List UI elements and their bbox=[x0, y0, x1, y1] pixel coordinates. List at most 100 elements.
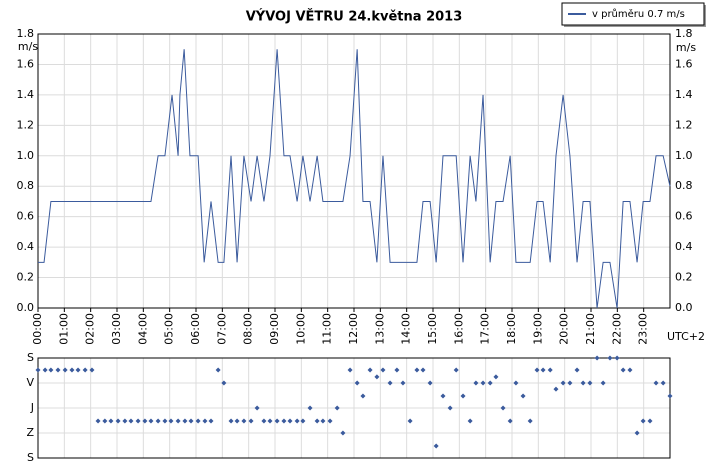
y-tick-label: V bbox=[26, 376, 34, 389]
x-tick-label: 20:00 bbox=[558, 313, 571, 345]
point bbox=[155, 418, 161, 424]
point bbox=[473, 380, 479, 386]
x-tick-label: 10:00 bbox=[294, 313, 307, 345]
point bbox=[534, 367, 540, 373]
point bbox=[300, 418, 306, 424]
point bbox=[580, 380, 586, 386]
x-tick-label: 08:00 bbox=[242, 313, 255, 345]
point bbox=[587, 380, 593, 386]
y-tick-label: 1.0 bbox=[17, 149, 35, 162]
point bbox=[162, 418, 168, 424]
x-tick-label: 11:00 bbox=[321, 313, 334, 345]
point bbox=[307, 405, 313, 411]
point bbox=[493, 374, 499, 380]
point bbox=[215, 367, 221, 373]
x-tick-label: 07:00 bbox=[215, 313, 228, 345]
point bbox=[480, 380, 486, 386]
x-tick-label: 18:00 bbox=[505, 313, 518, 345]
point bbox=[274, 418, 280, 424]
x-tick-label: 00:00 bbox=[31, 313, 44, 345]
point bbox=[234, 418, 240, 424]
y-tick-label: 0.2 bbox=[17, 271, 35, 284]
point bbox=[294, 418, 300, 424]
y2-tick-label: 1.0 bbox=[675, 149, 693, 162]
x-tick-label: 19:00 bbox=[531, 313, 544, 345]
y2-tick-label: 0.8 bbox=[675, 179, 693, 192]
x-tick-label: 04:00 bbox=[136, 313, 149, 345]
point bbox=[69, 367, 75, 373]
y-axis-label: m/s bbox=[18, 40, 38, 53]
point bbox=[188, 418, 194, 424]
x-tick-label: 17:00 bbox=[479, 313, 492, 345]
point bbox=[640, 418, 646, 424]
y2-tick-label: 1.4 bbox=[675, 88, 693, 101]
x-tick-label: 21:00 bbox=[584, 313, 597, 345]
x-tick-label: 09:00 bbox=[268, 313, 281, 345]
y2-axis-label: m/s bbox=[676, 41, 696, 54]
point bbox=[148, 418, 154, 424]
point bbox=[653, 380, 659, 386]
point bbox=[82, 367, 88, 373]
x-tick-label: 22:00 bbox=[610, 313, 623, 345]
x-tick-label: 15:00 bbox=[426, 313, 439, 345]
point bbox=[660, 380, 666, 386]
point bbox=[267, 418, 273, 424]
point bbox=[221, 380, 227, 386]
point bbox=[360, 393, 366, 399]
x-tick-label: 16:00 bbox=[452, 313, 465, 345]
point bbox=[600, 380, 606, 386]
point bbox=[407, 418, 413, 424]
point bbox=[168, 418, 174, 424]
plot-frame bbox=[37, 357, 671, 459]
point bbox=[254, 405, 260, 411]
point bbox=[380, 367, 386, 373]
point bbox=[89, 367, 95, 373]
point bbox=[500, 405, 506, 411]
point bbox=[507, 418, 513, 424]
point bbox=[320, 418, 326, 424]
point bbox=[354, 380, 360, 386]
y-tick-label: 0.8 bbox=[17, 179, 35, 192]
point bbox=[414, 367, 420, 373]
x-axis-label: UTC+2 bbox=[667, 330, 705, 343]
point bbox=[42, 367, 48, 373]
point bbox=[122, 418, 128, 424]
point bbox=[634, 430, 640, 436]
x-tick-label: 13:00 bbox=[373, 313, 386, 345]
point bbox=[667, 393, 673, 399]
point bbox=[594, 355, 600, 361]
point bbox=[102, 418, 108, 424]
y2-tick-label: 0.2 bbox=[675, 271, 693, 284]
point bbox=[128, 418, 134, 424]
point bbox=[347, 367, 353, 373]
point bbox=[447, 405, 453, 411]
y2-tick-label: 0.6 bbox=[675, 210, 693, 223]
plot-frame bbox=[37, 33, 671, 309]
point bbox=[567, 380, 573, 386]
point bbox=[202, 418, 208, 424]
point bbox=[55, 367, 61, 373]
y2-tick-label: 1.8 bbox=[675, 27, 693, 40]
point bbox=[48, 367, 54, 373]
point bbox=[487, 380, 493, 386]
y2-tick-label: 0.4 bbox=[675, 240, 693, 253]
point bbox=[287, 418, 293, 424]
x-tick-label: 23:00 bbox=[637, 313, 650, 345]
x-tick-label: 05:00 bbox=[163, 313, 176, 345]
point bbox=[527, 418, 533, 424]
y2-tick-label: 0.0 bbox=[675, 301, 693, 314]
point bbox=[62, 367, 68, 373]
y-tick-label: 0.0 bbox=[17, 301, 35, 314]
point bbox=[182, 418, 188, 424]
y-tick-label: 0.4 bbox=[17, 240, 35, 253]
point bbox=[281, 418, 287, 424]
point bbox=[574, 367, 580, 373]
point bbox=[208, 418, 214, 424]
y-tick-label: S bbox=[27, 351, 34, 364]
y2-tick-label: 1.6 bbox=[675, 57, 693, 70]
point bbox=[460, 393, 466, 399]
point bbox=[261, 418, 267, 424]
point bbox=[420, 367, 426, 373]
point bbox=[367, 367, 373, 373]
